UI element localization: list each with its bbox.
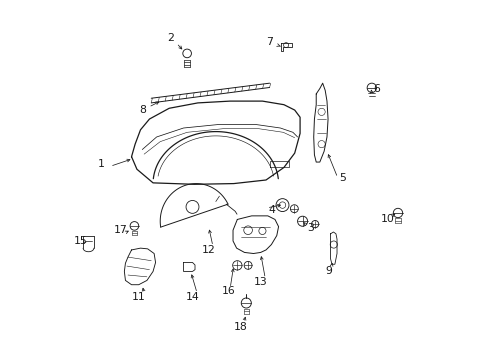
Text: 7: 7 (265, 37, 272, 47)
Text: 3: 3 (307, 224, 314, 233)
Text: 4: 4 (267, 206, 274, 216)
Text: 2: 2 (167, 33, 174, 43)
Text: 13: 13 (253, 277, 267, 287)
Text: 18: 18 (234, 322, 247, 332)
Text: 9: 9 (325, 266, 331, 276)
Text: 17: 17 (114, 225, 127, 235)
Text: 1: 1 (98, 159, 104, 169)
Text: 8: 8 (139, 105, 145, 115)
Text: 14: 14 (185, 292, 199, 302)
Text: 10: 10 (380, 215, 394, 224)
Text: 15: 15 (73, 236, 87, 246)
Text: 5: 5 (339, 173, 346, 183)
Text: 16: 16 (221, 286, 235, 296)
Text: 6: 6 (373, 84, 380, 94)
Text: 11: 11 (132, 292, 145, 302)
Text: 12: 12 (202, 245, 215, 255)
